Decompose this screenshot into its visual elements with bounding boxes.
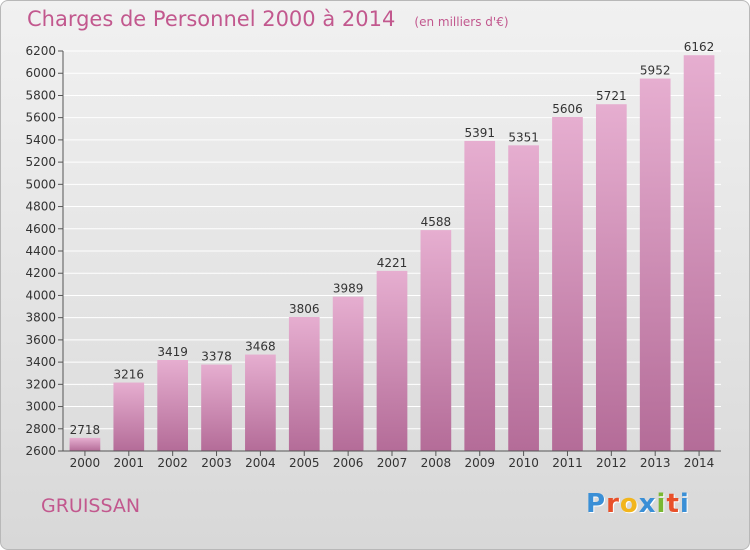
logo-letter: P xyxy=(586,489,607,519)
y-axis: 2600 2800 3000 3200 3400 3600 3800 4000 4200 4400… xyxy=(25,44,64,458)
bar-value-label: 3989 xyxy=(333,282,364,296)
x-tick-label: 2011 xyxy=(552,456,583,470)
bar-value-label: 4221 xyxy=(377,256,408,270)
y-tick-label: 4800 xyxy=(25,200,56,214)
bar-value-label: 2718 xyxy=(70,423,101,437)
x-tick-label: 2004 xyxy=(245,456,276,470)
bar-value-label: 3378 xyxy=(201,350,232,364)
bar-value-label: 4588 xyxy=(421,215,452,229)
bar-value-label: 5351 xyxy=(508,130,539,144)
x-axis: 2000 2001 2002 2003 2004 2005 2006 2007 2008 2009… xyxy=(63,450,721,470)
y-tick-label: 4400 xyxy=(25,244,56,258)
y-tick-label: 4600 xyxy=(25,222,56,236)
bar-2007[interactable] xyxy=(376,270,408,451)
bar-value-label: 3419 xyxy=(157,345,188,359)
bar-2000[interactable] xyxy=(69,437,101,451)
x-tick-label: 2008 xyxy=(421,456,452,470)
bar-value-label: 3216 xyxy=(114,368,145,382)
y-tick-label: 4000 xyxy=(25,288,56,302)
bar-2004[interactable] xyxy=(245,354,276,451)
bar-2014[interactable] xyxy=(683,55,715,451)
y-tick-label: 3600 xyxy=(25,333,56,347)
y-tick-label: 5200 xyxy=(25,155,56,169)
y-tick-label: 3200 xyxy=(25,377,56,391)
x-tick-label: 2014 xyxy=(684,456,715,470)
y-tick-label: 4200 xyxy=(25,266,56,280)
bar-2009[interactable] xyxy=(464,140,496,451)
bar-value-label: 5721 xyxy=(596,89,627,103)
bar-value-label: 6162 xyxy=(684,40,715,54)
x-tick-label: 2000 xyxy=(70,456,101,470)
x-tick-label: 2009 xyxy=(464,456,495,470)
bars: 2718 3216 3419 3378 3468 3806 3989 4221 4588 5391… xyxy=(69,40,715,452)
y-tick-label: 3800 xyxy=(25,311,56,325)
x-tick-label: 2012 xyxy=(596,456,627,470)
logo-letter: r xyxy=(606,489,620,519)
x-tick-label: 2001 xyxy=(114,456,145,470)
bar-2002[interactable] xyxy=(157,360,189,451)
bar-2005[interactable] xyxy=(288,317,320,451)
logo-letter: t xyxy=(666,489,680,519)
y-tick-label: 6200 xyxy=(25,44,56,58)
title-row: Charges de Personnel 2000 à 2014 (en mil… xyxy=(27,7,509,31)
x-tick-label: 2003 xyxy=(201,456,232,470)
y-tick-label: 5000 xyxy=(25,177,56,191)
x-tick-label: 2010 xyxy=(508,456,539,470)
bar-value-label: 5606 xyxy=(552,102,583,116)
bar-2010[interactable] xyxy=(508,145,539,452)
chart-unit-note: (en milliers d'€) xyxy=(414,15,509,29)
logo-letter: x xyxy=(638,489,657,519)
bar-2011[interactable] xyxy=(552,117,583,451)
bar-2006[interactable] xyxy=(332,296,364,451)
bar-value-label: 3468 xyxy=(245,340,276,354)
x-tick-label: 2006 xyxy=(333,456,364,470)
y-tick-label: 3000 xyxy=(25,400,56,414)
logo-letter: o xyxy=(619,489,639,519)
x-tick-label: 2007 xyxy=(377,456,408,470)
y-tick-label: 2600 xyxy=(25,444,56,458)
bar-value-label: 3806 xyxy=(289,302,320,316)
bar-2013[interactable] xyxy=(639,78,671,452)
logo-letter: i xyxy=(656,489,667,519)
chart-title: Charges de Personnel 2000 à 2014 xyxy=(27,7,396,31)
bar-value-label: 5952 xyxy=(640,64,671,78)
city-name: GRUISSAN xyxy=(41,495,141,517)
bar-2001[interactable] xyxy=(113,382,145,451)
x-tick-label: 2013 xyxy=(640,456,671,470)
y-tick-label: 5400 xyxy=(25,133,56,147)
y-tick-label: 3400 xyxy=(25,355,56,369)
logo-letter: i xyxy=(679,489,690,519)
x-tick-label: 2002 xyxy=(157,456,188,470)
proxiti-logo[interactable]: Proxiti xyxy=(586,489,690,519)
y-tick-label: 5600 xyxy=(25,111,56,125)
bar-value-label: 5391 xyxy=(464,126,495,140)
y-tick-label: 5800 xyxy=(25,88,56,102)
bar-2012[interactable] xyxy=(595,104,627,451)
y-tick-label: 2800 xyxy=(25,422,56,436)
bar-2003[interactable] xyxy=(201,364,232,451)
x-tick-label: 2005 xyxy=(289,456,320,470)
bar-2008[interactable] xyxy=(420,230,452,451)
y-tick-label: 6000 xyxy=(25,66,56,80)
